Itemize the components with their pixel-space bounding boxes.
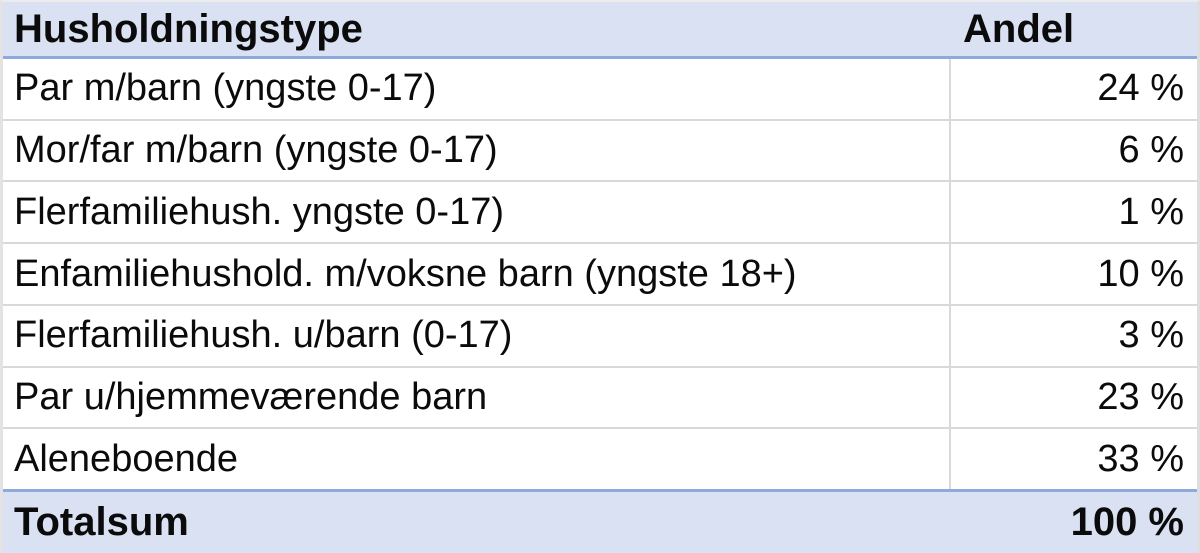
table-row: Aleneboende 33 % [3, 429, 1197, 490]
table-total-row: Totalsum 100 % [3, 489, 1197, 553]
row-value: 3 % [1118, 314, 1184, 357]
table-row: Enfamiliehushold. m/voksne barn (yngste … [3, 244, 1197, 306]
row-label: Par u/hjemmeværende barn [3, 367, 951, 428]
row-value: 10 % [1097, 252, 1184, 295]
row-label: Flerfamiliehush. u/barn (0-17) [3, 305, 951, 366]
row-label: Mor/far m/barn (yngste 0-17) [3, 120, 951, 181]
row-label: Aleneboende [3, 429, 951, 490]
table-row: Flerfamiliehush. yngste 0-17) 1 % [3, 182, 1197, 245]
table-header-row: Husholdningstype Andel [3, 2, 1197, 59]
row-value: 1 % [1118, 190, 1184, 233]
column-header-andel: Andel [963, 6, 1075, 51]
row-label: Flerfamiliehush. yngste 0-17) [3, 182, 951, 243]
total-value: 100 % [1070, 500, 1184, 545]
row-value: 23 % [1097, 375, 1184, 418]
row-value: 33 % [1097, 437, 1184, 480]
table-row: Mor/far m/barn (yngste 0-17) 6 % [3, 120, 1197, 183]
row-label: Enfamiliehushold. m/voksne barn (yngste … [3, 244, 951, 304]
row-value: 24 % [1097, 67, 1184, 110]
column-header-husholdningstype: Husholdningstype [14, 6, 363, 51]
table-row: Par m/barn (yngste 0-17) 24 % [3, 59, 1197, 121]
row-value: 6 % [1118, 129, 1184, 172]
table-row: Flerfamiliehush. u/barn (0-17) 3 % [3, 305, 1197, 368]
table-row: Par u/hjemmeværende barn 23 % [3, 367, 1197, 430]
row-label: Par m/barn (yngste 0-17) [3, 59, 951, 119]
total-label: Totalsum [14, 500, 189, 545]
